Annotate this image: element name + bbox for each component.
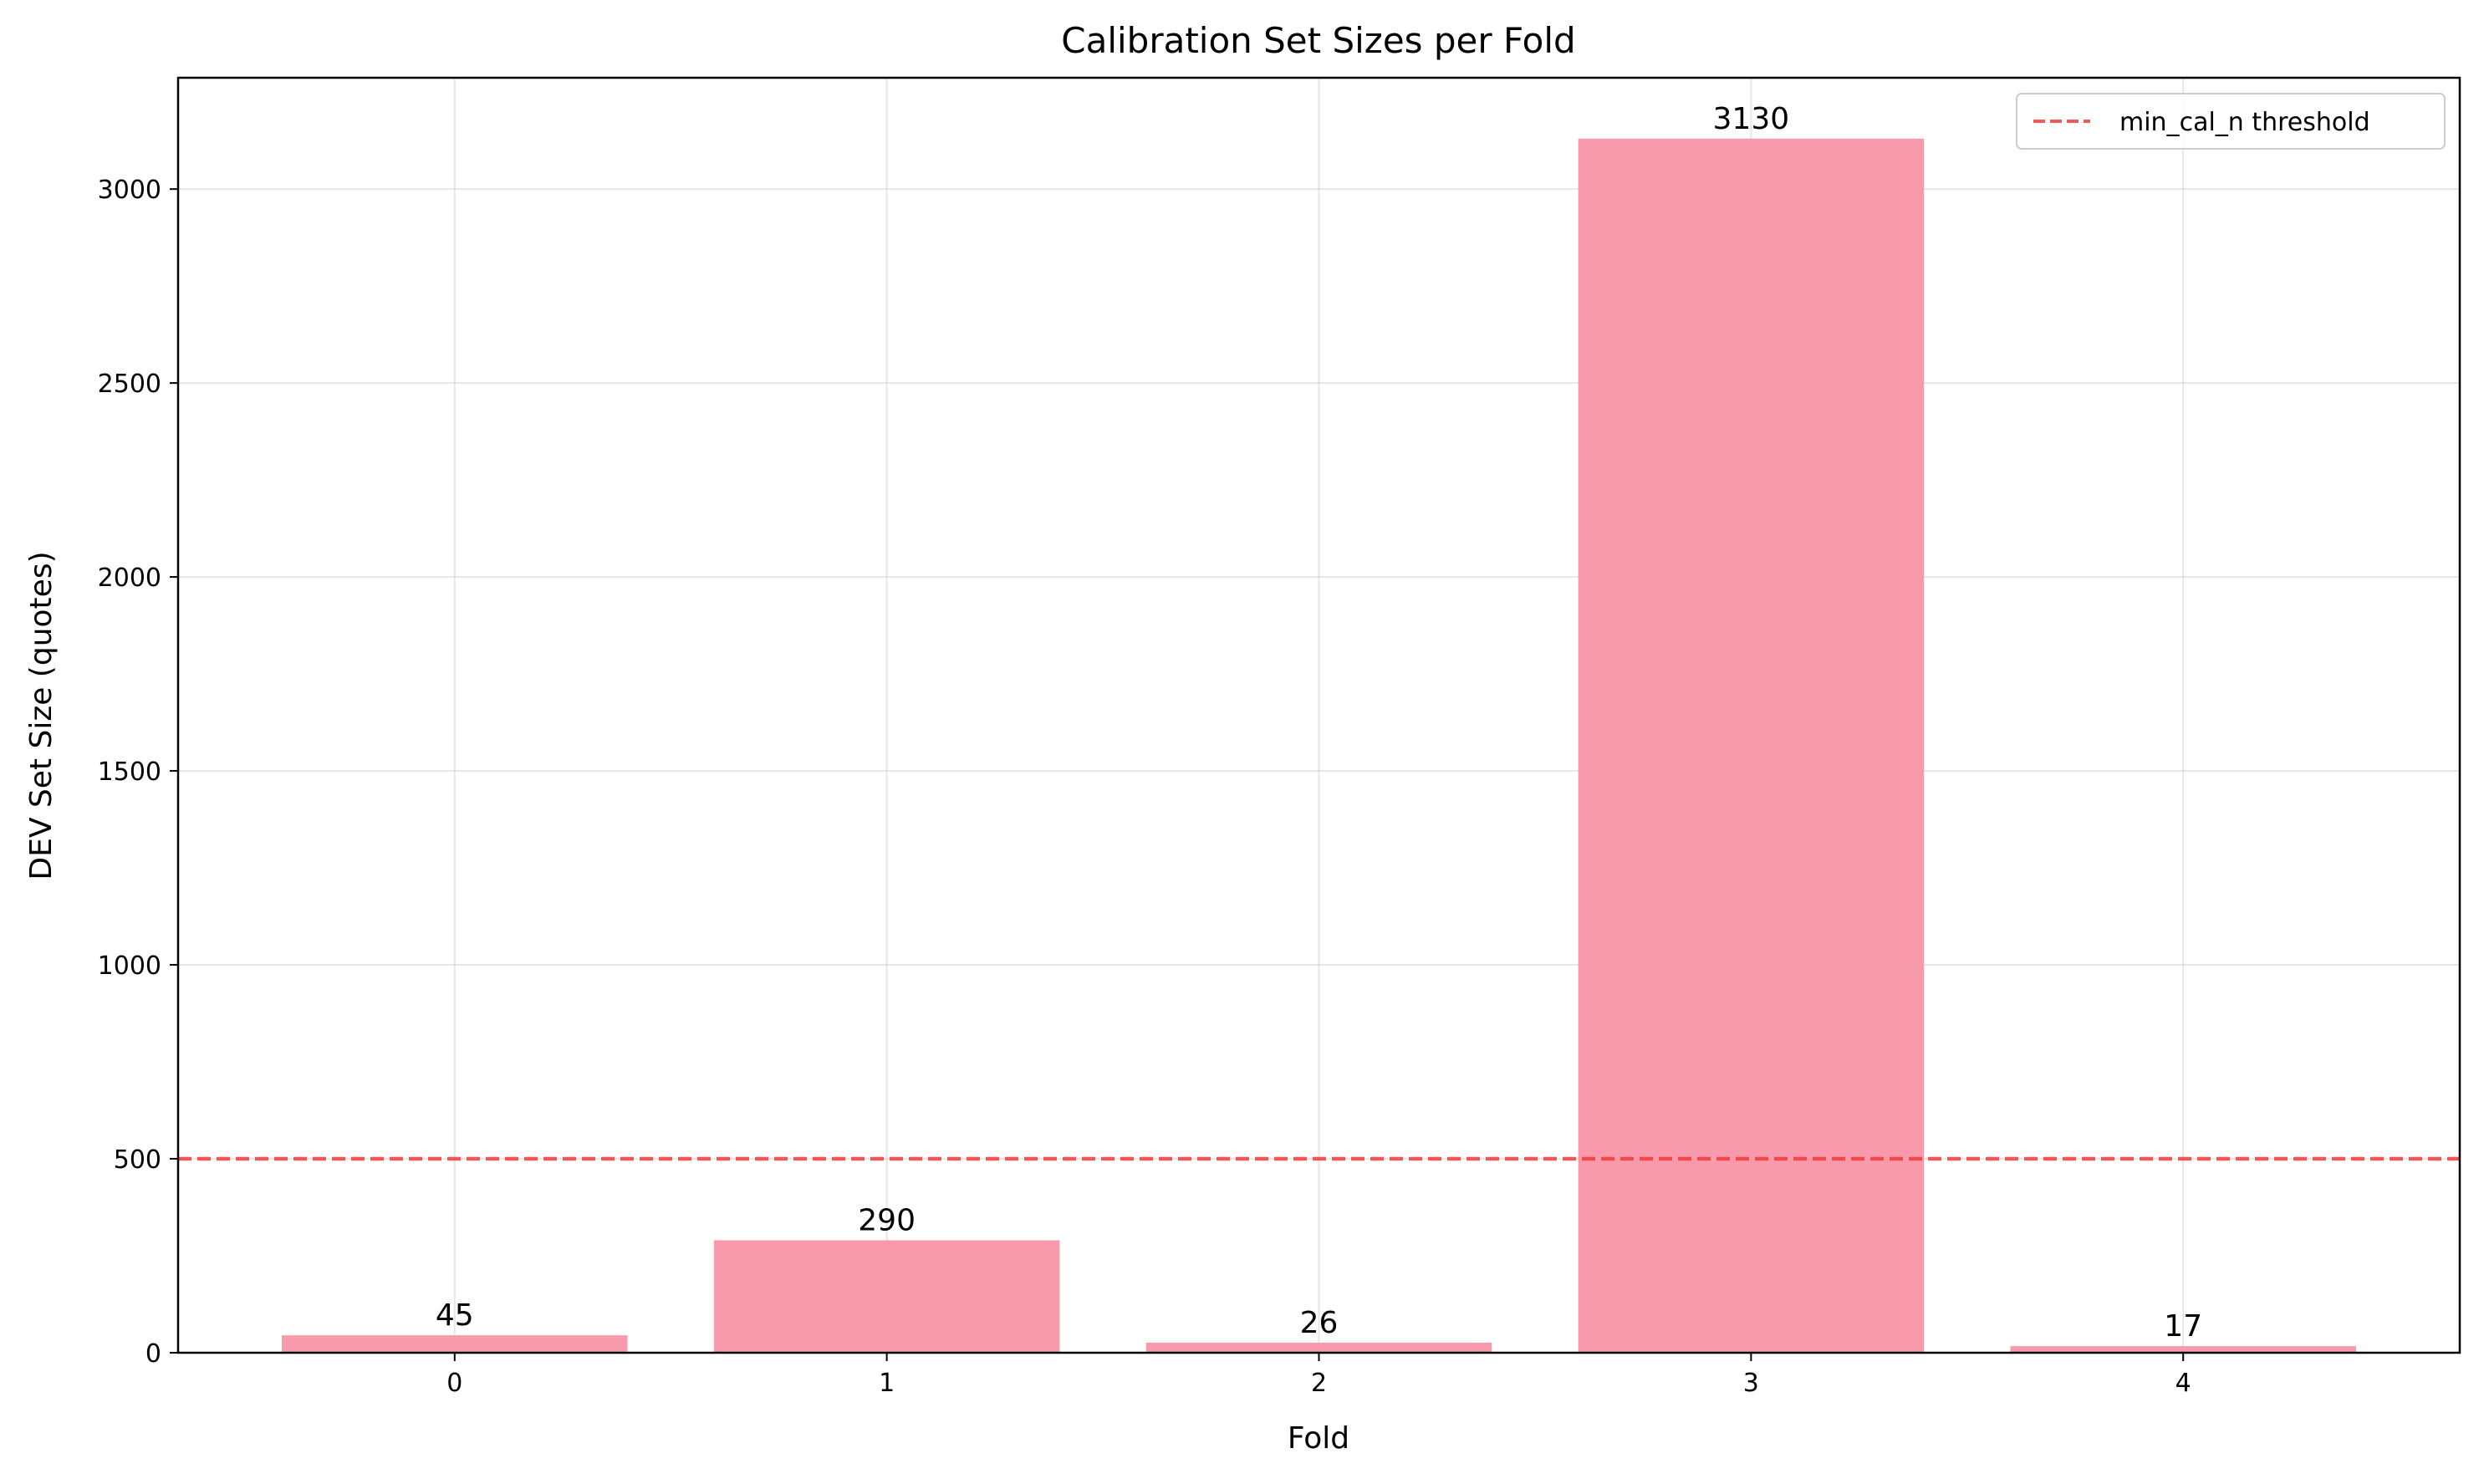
legend-label: min_cal_n threshold [2119,108,2370,137]
y-tick-label: 2500 [98,370,161,399]
bar-fold-3 [1578,138,1925,1354]
bar-fold-4 [2010,1346,2356,1353]
x-tick-label: 0 [446,1369,462,1398]
bars [282,138,2356,1354]
y-tick-label: 3000 [98,176,161,205]
legend-box [2016,93,2446,150]
y-tick-label: 2000 [98,564,161,593]
y-tick-label: 500 [114,1145,161,1175]
x-axis-label: Fold [1288,1421,1349,1456]
bar-value-label: 45 [436,1298,474,1333]
y-axis-label: DEV Set Size (quotes) [24,551,59,880]
chart-title: Calibration Set Sizes per Fold [1061,20,1575,61]
bar-value-label: 290 [858,1203,916,1237]
x-tick-label: 4 [2175,1369,2191,1398]
bar-fold-0 [282,1335,628,1353]
x-axis-ticks: 0 1 2 3 4 [446,1353,2191,1398]
y-tick-label: 0 [145,1339,161,1369]
bar-fold-1 [713,1240,1060,1353]
bar-value-label: 26 [1300,1306,1339,1340]
x-tick-label: 3 [1743,1369,1759,1398]
x-tick-label: 1 [879,1369,895,1398]
y-tick-label: 1500 [98,757,161,787]
bar-data-labels: 45 290 26 3130 17 [436,102,2202,1344]
legend: min_cal_n threshold [2016,93,2446,150]
y-axis-ticks: 0 500 1000 1500 2000 2500 3000 [98,176,178,1369]
x-tick-label: 2 [1311,1369,1327,1398]
bar-value-label: 3130 [1713,102,1790,136]
grid-lines [178,78,2460,1354]
y-tick-label: 1000 [98,951,161,981]
bar-value-label: 17 [2164,1309,2202,1344]
bar-fold-2 [1145,1342,1492,1353]
